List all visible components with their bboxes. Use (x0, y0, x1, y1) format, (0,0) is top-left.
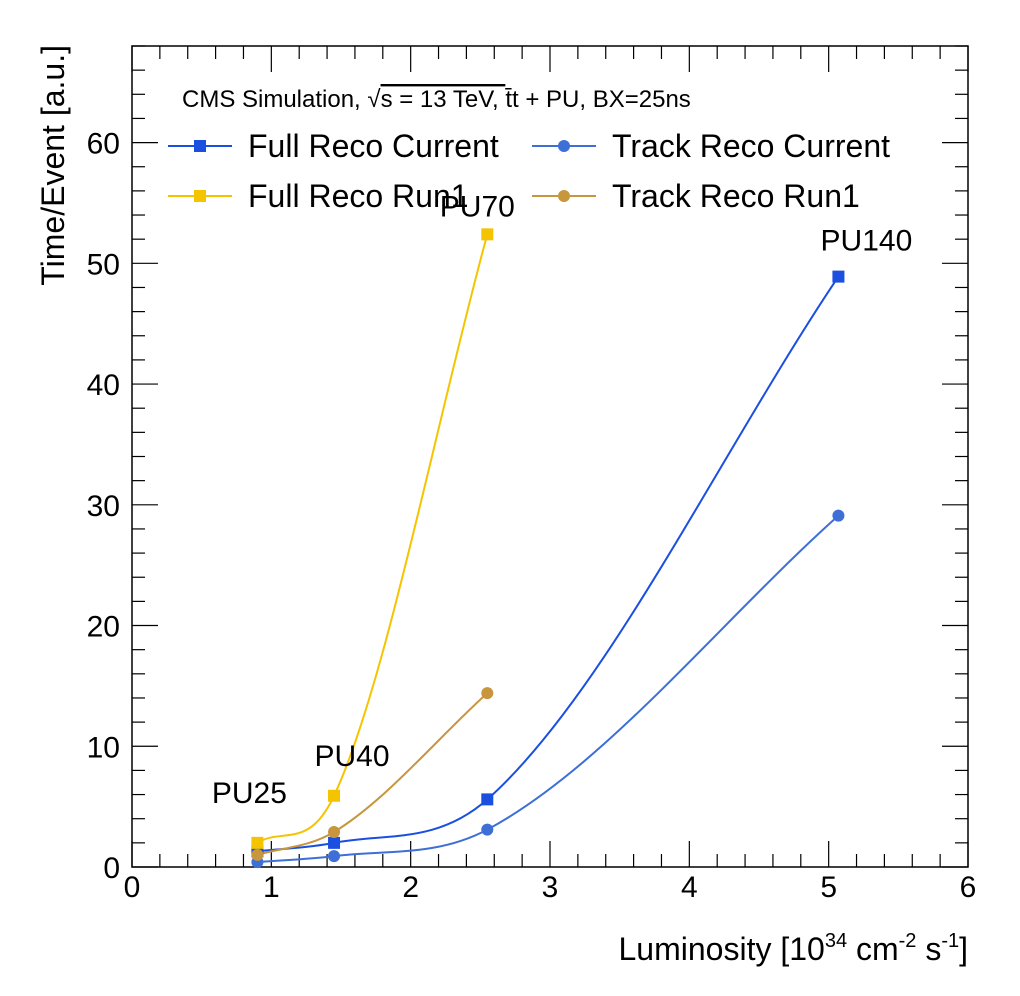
legend: Full Reco Current Track Reco Current Full … (168, 128, 890, 214)
pu-annotation: PU140 (821, 225, 913, 258)
legend-label: Full Reco Current (248, 128, 499, 164)
legend-entry: Full Reco Current (168, 128, 499, 164)
x-tick-label: 3 (542, 871, 559, 904)
legend-marker (194, 190, 206, 202)
x-tick-label: 2 (402, 871, 419, 904)
legend-entry: Track Reco Current (532, 128, 890, 164)
x-tick-label: 6 (960, 871, 977, 904)
pu-annotation: PU70 (440, 190, 515, 223)
legend-marker (194, 140, 206, 152)
x-tick-label: 5 (820, 871, 837, 904)
legend-label: Full Reco Run1 (248, 178, 469, 214)
legend-entry: Full Reco Run1 (168, 178, 469, 214)
legend-label: Track Reco Current (612, 128, 890, 164)
x-axis-title: Luminosity [1034 cm-2 s-1] (619, 930, 969, 967)
y-axis-title: Time/Event [a.u.] (35, 45, 71, 286)
y-tick-label: 0 (103, 852, 120, 885)
data-point-square (251, 836, 264, 849)
chart-header: CMS Simulation, √s = 13 TeV, t̄t + PU, B… (182, 86, 691, 113)
x-tick-label: 0 (124, 871, 141, 904)
plot-frame (131, 45, 969, 868)
legend-label: Track Reco Run1 (612, 178, 860, 214)
data-point-circle (481, 823, 494, 836)
series-line-1 (257, 514, 840, 864)
series-line-3 (257, 692, 488, 856)
y-tick-label: 50 (87, 248, 120, 281)
x-tick-label: 1 (263, 871, 280, 904)
pu-annotation: PU40 (315, 740, 390, 773)
y-tick-label: 60 (87, 128, 120, 161)
data-point-square (328, 836, 341, 849)
y-tick-label: 40 (87, 369, 120, 402)
data-point-circle (251, 848, 264, 861)
y-tick-label: 30 (87, 490, 120, 523)
data-point-circle (328, 825, 341, 838)
data-point-square (328, 789, 341, 802)
data-point-circle (481, 687, 494, 700)
series-line-2 (256, 234, 489, 844)
legend-marker (558, 140, 570, 152)
y-tick-label: 20 (87, 611, 120, 644)
x-tick-label: 4 (681, 871, 698, 904)
y-tick-label: 10 (87, 731, 120, 764)
data-point-circle (832, 509, 845, 522)
data-point-square (832, 270, 845, 283)
data-point-square (481, 228, 494, 241)
data-point-square (481, 793, 494, 806)
data-point-circle (328, 850, 341, 863)
pu-annotation: PU25 (212, 777, 287, 810)
legend-marker (558, 190, 570, 202)
legend-entry: Track Reco Run1 (532, 178, 860, 214)
